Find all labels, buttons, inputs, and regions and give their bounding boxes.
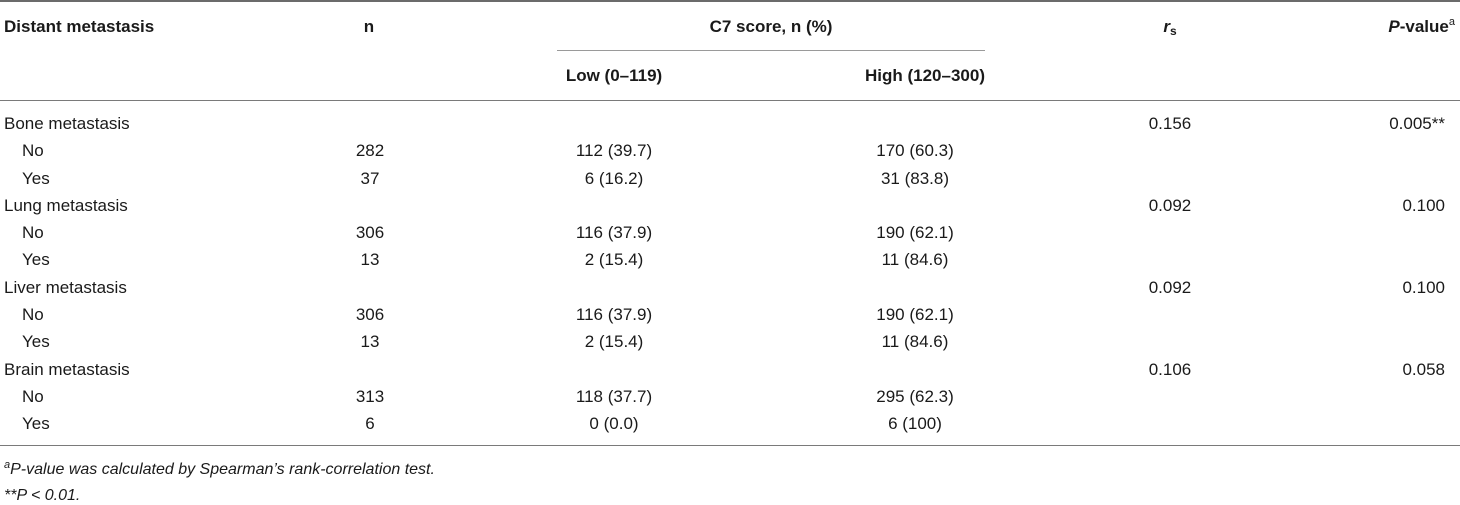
cell-high: 190 (62.1) (876, 223, 954, 243)
table-group-row: Lung metastasis 0.092 0.100 (0, 196, 1460, 223)
cell-high: 190 (62.1) (876, 305, 954, 325)
cell-n: 13 (360, 250, 380, 270)
cell-rs: 0.156 (1148, 114, 1192, 133)
cell-n: 282 (355, 141, 385, 161)
cell-low: 118 (37.7) (575, 386, 653, 406)
table-row: No 313 118 (37.7) 295 (62.3) (0, 387, 1460, 414)
table-row: Yes 37 6 (16.2) 31 (83.8) (0, 169, 1460, 196)
table-group-row: Bone metastasis 0.156 0.005** (0, 114, 1460, 141)
cell-low: 2 (15.4) (584, 332, 644, 352)
cell-n: 306 (355, 305, 385, 325)
row-label: No (22, 386, 44, 406)
header-rs: rs (1150, 17, 1190, 38)
row-label: Liver metastasis (4, 277, 127, 297)
cell-rs: 0.106 (1148, 359, 1192, 379)
cell-high: 11 (84.6) (881, 250, 949, 270)
row-label: Bone metastasis (4, 114, 130, 133)
header-group-rule (557, 50, 985, 51)
cell-n: 13 (360, 332, 380, 352)
header-high: High (120–300) (865, 66, 985, 85)
cell-high: 6 (100) (888, 414, 942, 434)
cell-low: 0 (0.0) (589, 414, 639, 434)
table-row: No 306 116 (37.9) 190 (62.1) (0, 223, 1460, 250)
cell-n: 6 (365, 414, 375, 434)
header-p-sup: a (1448, 16, 1455, 28)
table-bottom-rule (0, 445, 1460, 446)
cell-p-value: 0.005** (1389, 114, 1445, 133)
header-p-italic: P (1388, 17, 1400, 36)
cell-p-value: 0.100 (1402, 195, 1445, 215)
header-rs-main: r (1163, 17, 1170, 36)
cell-rs: 0.092 (1148, 277, 1192, 297)
header-low: Low (0–119) (565, 66, 663, 85)
cell-low: 6 (16.2) (584, 168, 644, 188)
table-group-row: Brain metastasis 0.106 0.058 (0, 360, 1460, 387)
row-label: Yes (22, 332, 50, 352)
cell-p-value: 0.100 (1402, 277, 1445, 297)
row-label: No (22, 305, 44, 325)
cell-high: 170 (60.3) (876, 141, 954, 161)
row-label: Yes (22, 414, 50, 434)
header-p-rest: -value (1399, 17, 1449, 36)
row-label: Yes (22, 168, 50, 188)
header-n: n (363, 17, 375, 36)
cell-high: 11 (84.6) (881, 332, 949, 352)
table-row: Yes 13 2 (15.4) 11 (84.6) (0, 250, 1460, 277)
footnote-significance: **P < 0.01. (4, 487, 81, 504)
cell-low: 116 (37.9) (575, 305, 653, 325)
cell-low: 2 (15.4) (584, 250, 644, 270)
header-p-value: P-valuea (1300, 17, 1455, 37)
footnote-a-text: P-value was calculated by Spearman’s ran… (10, 461, 435, 478)
row-label: No (22, 141, 44, 161)
row-label: Lung metastasis (4, 195, 128, 215)
header-distant-metastasis: Distant metastasis (4, 17, 155, 36)
table-row: Yes 6 0 (0.0) 6 (100) (0, 414, 1460, 441)
cell-high: 31 (83.8) (880, 168, 950, 188)
cell-n: 37 (360, 168, 380, 188)
cell-n: 306 (355, 223, 385, 243)
cell-low: 112 (39.7) (575, 141, 653, 161)
table-top-rule (0, 0, 1460, 2)
table-row: No 282 112 (39.7) 170 (60.3) (0, 141, 1460, 168)
cell-p-value: 0.058 (1402, 359, 1445, 379)
row-label: Yes (22, 250, 50, 270)
table-group-row: Liver metastasis 0.092 0.100 (0, 278, 1460, 305)
table-body: Bone metastasis 0.156 0.005** No 282 112 (39.… (0, 114, 1460, 442)
table-row: No 306 116 (37.9) 190 (62.1) (0, 305, 1460, 332)
header-rs-sub: s (1169, 24, 1177, 38)
row-label: No (22, 223, 44, 243)
footnote-a: aP-value was calculated by Spearman’s ra… (4, 459, 435, 479)
cell-high: 295 (62.3) (876, 386, 954, 406)
cell-rs: 0.092 (1148, 195, 1192, 215)
table-row: Yes 13 2 (15.4) 11 (84.6) (0, 332, 1460, 359)
header-bottom-rule (0, 100, 1460, 101)
cell-n: 313 (355, 386, 385, 406)
header-c7-score: C7 score, n (%) (709, 17, 833, 36)
cell-low: 116 (37.9) (575, 223, 653, 243)
row-label: Brain metastasis (4, 359, 130, 379)
footnote-a-sup: a (4, 459, 11, 471)
